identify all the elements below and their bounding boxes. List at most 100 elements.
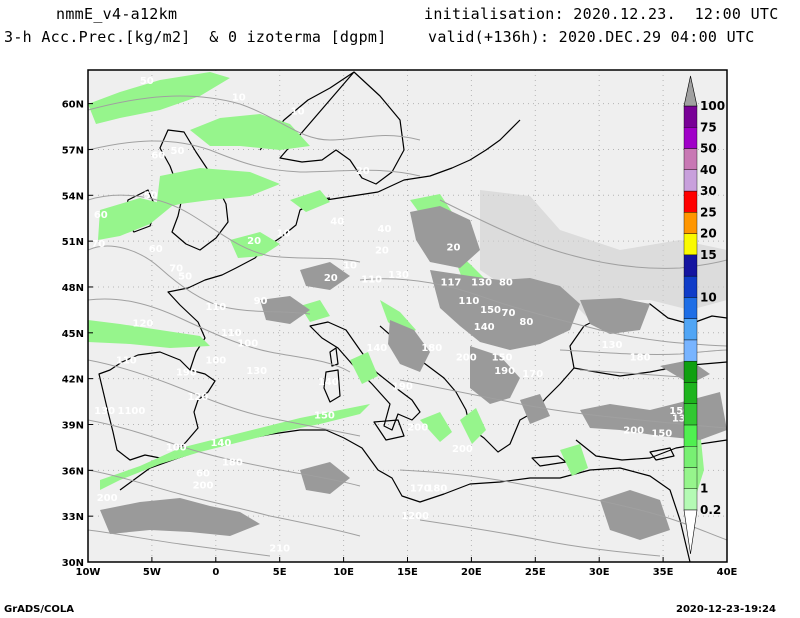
contour-label: 100 — [166, 442, 187, 453]
contour-label: 110 — [458, 296, 479, 307]
contour-label: 10 — [343, 261, 357, 272]
contour-label: 70 — [502, 308, 516, 319]
coast-baltic — [299, 119, 521, 211]
contour-label: 117 — [441, 277, 462, 288]
colorbar-segment — [683, 275, 698, 298]
colorbar-segment — [683, 360, 698, 383]
contour-label: 150 — [492, 352, 513, 363]
contour-label: 180 — [421, 343, 442, 354]
colorbar-segment — [683, 424, 698, 447]
lon-tick-label: 0 — [212, 567, 219, 578]
colorbar-segment — [683, 297, 698, 319]
contour-label: 110 — [205, 302, 226, 313]
lat-tick-label: 42N — [62, 375, 84, 386]
contour-label: 140 — [318, 377, 339, 388]
lat-tick-label: 33N — [62, 512, 84, 523]
colorbar-segment — [683, 105, 698, 128]
contour-label: 10 — [291, 106, 305, 117]
model-title: nmmE_v4-a12km — [56, 5, 178, 23]
colorbar-segment — [683, 488, 698, 511]
lat-tick-label: 48N — [62, 283, 84, 294]
colorbar-segment — [683, 127, 698, 149]
contour-label: 200 — [623, 426, 644, 437]
colorbar-label: 40 — [700, 163, 717, 177]
contour-label: 80 — [499, 277, 513, 288]
lon-tick-label: 40E — [717, 567, 738, 578]
precip-light-green — [88, 72, 704, 508]
longitude-axis: 10W 5W 0 5E 10E 15E 20E 25E 30E 35E 40E — [76, 557, 738, 578]
colorbar-label: 20 — [700, 227, 717, 241]
lat-tick-label: 45N — [62, 329, 84, 340]
colorbar-label: 30 — [700, 184, 717, 198]
contour-label: 60 — [149, 244, 163, 255]
contour-label: 60 — [151, 151, 165, 162]
contour-label: 190 — [176, 368, 197, 379]
coast-iberia — [98, 351, 216, 461]
contour-label: 180 — [630, 352, 651, 363]
contour-label: 20 — [375, 245, 389, 256]
colorbar-label: 15 — [700, 248, 717, 262]
contour-label: 20 — [356, 166, 370, 177]
contour-label: 150 — [669, 406, 690, 417]
contour-label: 130 — [602, 340, 623, 351]
lon-tick-label: 15E — [397, 567, 418, 578]
colorbar-high-arrow — [683, 75, 698, 107]
colorbar-segment — [683, 212, 698, 234]
colorbar-segment — [683, 339, 698, 362]
lat-tick-label: 39N — [62, 420, 84, 431]
contour-label: 50 — [178, 271, 192, 282]
contour-label: 50 — [170, 146, 184, 157]
lat-tick-label: 51N — [62, 237, 84, 248]
colorbar-segment — [683, 169, 698, 192]
colorbar-label: 75 — [700, 120, 717, 134]
colorbar-segment — [683, 467, 698, 489]
contour-label: 210 — [269, 543, 290, 554]
contour-label: 180 — [426, 484, 447, 495]
colorbar-segment — [683, 382, 698, 404]
isotherm-contours — [88, 95, 727, 557]
contour-label: 200 — [456, 352, 477, 363]
coast-corsica — [329, 347, 339, 367]
contour-label: 60 — [94, 210, 108, 221]
lat-tick-label: 36N — [62, 466, 84, 477]
contour-label: 20 — [324, 273, 338, 284]
colorbar-segment — [683, 233, 698, 256]
contour-label: 1100 — [118, 406, 146, 417]
contour-label: 1200 — [401, 511, 429, 522]
lon-tick-label: 5W — [143, 567, 161, 578]
variable-title: 3-h Acc.Prec.[kg/m2] & 0 izoterma [dgpm] — [4, 28, 387, 46]
contour-label: 200 — [407, 423, 428, 434]
lat-tick-label: 57N — [62, 145, 84, 156]
colorbar-label: 100 — [700, 99, 725, 113]
contour-label: 180 — [222, 458, 243, 469]
coast-italy — [309, 321, 421, 431]
latitude-axis: 30N 33N 36N 39N 42N 45N 48N 51N 54N 57N 60N — [62, 100, 93, 569]
lon-tick-label: 25E — [525, 567, 546, 578]
contour-label: 130 — [388, 270, 409, 281]
contour-label: 10 — [277, 229, 291, 240]
lon-tick-label: 30E — [589, 567, 610, 578]
contour-label: 100 — [205, 355, 226, 366]
contour-label: 140 — [366, 343, 387, 354]
contour-label: 110 — [116, 355, 137, 366]
coast-cyprus — [649, 447, 675, 461]
contour-label: 110 — [221, 328, 242, 339]
contour-label: 130 — [471, 277, 492, 288]
contour-label: 20 — [447, 242, 461, 253]
contour-label: 80 — [519, 317, 533, 328]
lat-tick-label: 60N — [62, 100, 84, 111]
lon-tick-label: 35E — [653, 567, 674, 578]
contour-label: 70 — [169, 264, 183, 275]
coast-sicily — [373, 419, 405, 441]
contour-label: 50 — [144, 190, 158, 201]
colorbar-segment — [683, 403, 698, 426]
contour-label: 200 — [97, 493, 118, 504]
lon-tick-label: 10E — [333, 567, 354, 578]
contour-label: 200 — [193, 481, 214, 492]
initialisation-time: initialisation: 2020.12.23. 12:00 UTC — [424, 5, 779, 23]
footer-credit: GrADS/COLA — [4, 604, 74, 615]
contour-label: 140 — [210, 438, 231, 449]
